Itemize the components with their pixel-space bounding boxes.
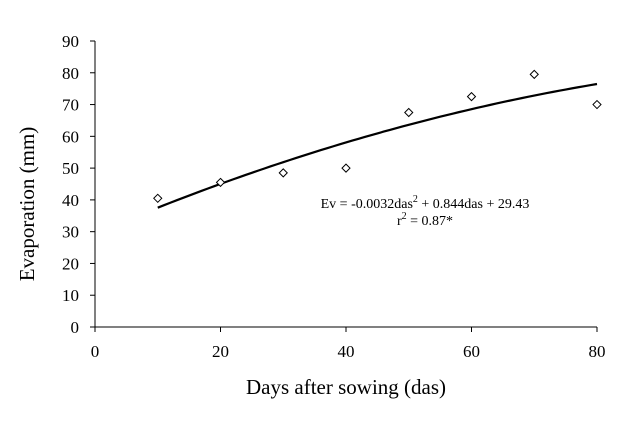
data-point (153, 193, 163, 204)
y-tick-label: 70 (62, 96, 79, 115)
x-axis-title: Days after sowing (das) (246, 375, 446, 399)
equation-superscript: 2 (413, 194, 418, 205)
y-tick-label: 0 (71, 318, 80, 337)
y-tick-label: 10 (62, 286, 79, 305)
y-tick-label: 20 (62, 254, 79, 273)
equation-annotation: Ev = -0.0032das2 + 0.844das + 29.43 (321, 194, 530, 212)
data-points (153, 69, 602, 204)
y-axis-title: Evaporation (mm) (15, 127, 39, 282)
x-tick-label: 0 (91, 342, 100, 361)
r2-annotation: r2 = 0.87* (397, 211, 453, 229)
equation-prefix: Ev = -0.0032das (321, 197, 413, 212)
x-tick-label: 80 (589, 342, 606, 361)
x-ticks: 0 20 40 60 80 (91, 327, 606, 361)
y-ticks: 0 10 20 30 40 50 60 70 80 90 (62, 32, 95, 337)
data-point (529, 69, 539, 80)
data-point (341, 163, 351, 173)
trendline (157, 82, 598, 209)
x-tick-label: 20 (212, 342, 229, 361)
data-point (404, 107, 414, 118)
y-tick-label: 30 (62, 223, 79, 242)
y-tick-label: 50 (62, 159, 79, 178)
x-tick-label: 40 (338, 342, 355, 361)
r2-superscript: 2 (402, 211, 407, 222)
axes (94, 41, 597, 328)
data-point (592, 99, 602, 110)
x-tick-label: 60 (463, 342, 480, 361)
data-point (278, 168, 288, 178)
data-point (215, 177, 226, 188)
y-tick-label: 60 (62, 127, 79, 146)
data-point (466, 91, 477, 102)
equation-suffix: + 0.844das + 29.43 (418, 197, 529, 212)
y-tick-label: 40 (62, 191, 79, 210)
r2-suffix: = 0.87* (407, 214, 453, 229)
y-tick-label: 80 (62, 64, 79, 83)
y-tick-label: 90 (62, 32, 79, 51)
r2-prefix: r (397, 214, 402, 229)
